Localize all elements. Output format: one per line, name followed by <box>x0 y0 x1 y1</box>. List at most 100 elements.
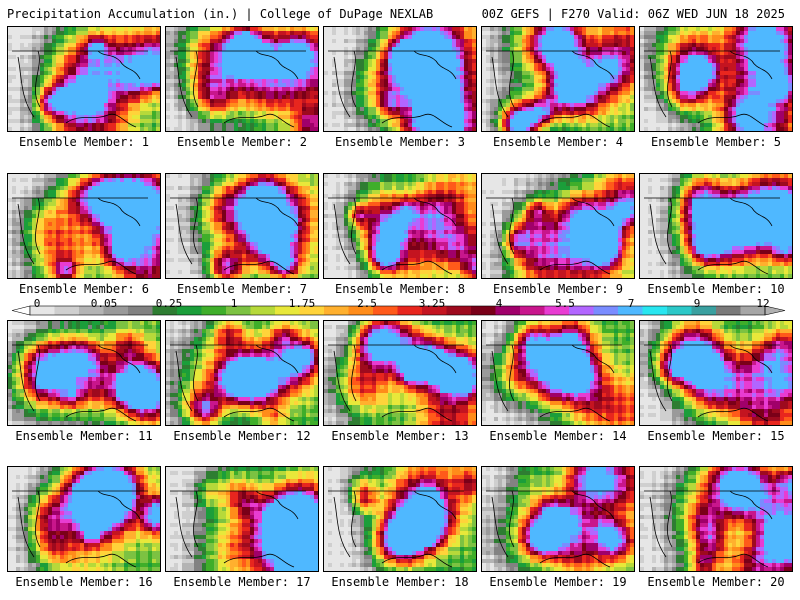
colorbar-swatch <box>422 306 447 315</box>
ensemble-member-map <box>7 466 161 572</box>
precipitation-field <box>482 27 634 131</box>
map-borders <box>644 197 780 255</box>
colorbar-swatch <box>152 306 178 315</box>
precipitation-field <box>640 27 792 131</box>
precipitation-field <box>8 321 160 425</box>
colorbar-swatch <box>569 306 594 315</box>
colorbar-swatch <box>471 306 496 315</box>
header: Precipitation Accumulation (in.) | Colle… <box>0 0 800 26</box>
ensemble-member-map <box>323 173 477 279</box>
ensemble-member-label: Ensemble Member: 19 <box>479 575 637 589</box>
ensemble-member-map <box>165 466 319 572</box>
map-coastline <box>175 203 295 275</box>
colorbar-swatch <box>226 306 251 315</box>
ensemble-member-map <box>165 173 319 279</box>
precipitation-field <box>166 27 318 131</box>
map-borders <box>12 344 148 402</box>
colorbar-swatch <box>250 306 276 315</box>
ensemble-member-map <box>7 26 161 132</box>
precipitation-field <box>8 174 160 278</box>
map-coastline <box>649 496 769 568</box>
ensemble-member-label: Ensemble Member: 10 <box>637 282 795 296</box>
ensemble-member-label: Ensemble Member: 20 <box>637 575 795 589</box>
colorbar-swatch <box>299 306 325 315</box>
colorbar-tick-label: 5.5 <box>555 297 575 310</box>
map-coastline <box>491 203 611 275</box>
map-borders <box>12 490 148 548</box>
colorbar-tick-label: 12 <box>756 297 769 310</box>
map-coastline <box>649 56 769 128</box>
ensemble-member-label: Ensemble Member: 18 <box>321 575 479 589</box>
ensemble-member-map <box>7 173 161 279</box>
map-borders <box>170 490 306 548</box>
map-coastline <box>17 203 137 275</box>
ensemble-member-label: Ensemble Member: 5 <box>637 135 795 149</box>
precipitation-colorbar <box>11 305 786 316</box>
colorbar-tick-label: 0 <box>34 297 41 310</box>
colorbar-tick-label: 0.25 <box>156 297 183 310</box>
ensemble-member-map <box>323 320 477 426</box>
colorbar-swatch <box>177 306 202 315</box>
ensemble-member-label: Ensemble Member: 17 <box>163 575 321 589</box>
precipitation-field <box>324 467 476 571</box>
ensemble-member-map <box>639 466 793 572</box>
map-borders <box>644 344 780 402</box>
map-coastline <box>491 56 611 128</box>
map-coastline <box>333 496 453 568</box>
colorbar-swatch <box>79 306 104 315</box>
colorbar-swatch <box>667 306 692 315</box>
ensemble-member-label: Ensemble Member: 1 <box>5 135 163 149</box>
ensemble-member-map <box>481 320 635 426</box>
map-borders <box>170 50 306 108</box>
ensemble-member-label: Ensemble Member: 16 <box>5 575 163 589</box>
map-borders <box>170 197 306 255</box>
map-borders <box>170 344 306 402</box>
colorbar-tick-label: 3.25 <box>419 297 446 310</box>
precipitation-field <box>640 174 792 278</box>
colorbar-swatch <box>495 306 521 315</box>
ensemble-member-map <box>639 173 793 279</box>
colorbar-swatch <box>716 306 741 315</box>
colorbar-swatch <box>544 306 570 315</box>
colorbar-swatch <box>348 306 374 315</box>
map-borders <box>644 50 780 108</box>
ensemble-member-map <box>323 26 477 132</box>
map-coastline <box>491 496 611 568</box>
map-borders <box>328 197 464 255</box>
ensemble-member-label: Ensemble Member: 11 <box>5 429 163 443</box>
map-borders <box>486 50 622 108</box>
colorbar-swatch <box>691 306 717 315</box>
precipitation-field <box>324 321 476 425</box>
ensemble-member-map <box>639 320 793 426</box>
precipitation-field <box>324 27 476 131</box>
colorbar-swatch <box>373 306 398 315</box>
ensemble-member-label: Ensemble Member: 13 <box>321 429 479 443</box>
map-coastline <box>17 496 137 568</box>
map-borders <box>328 490 464 548</box>
map-coastline <box>491 350 611 422</box>
ensemble-member-label: Ensemble Member: 15 <box>637 429 795 443</box>
map-title: Precipitation Accumulation (in.) | Colle… <box>7 7 433 21</box>
colorbar-tick-label: 9 <box>694 297 701 310</box>
map-coastline <box>175 350 295 422</box>
map-borders <box>486 197 622 255</box>
ensemble-member-label: Ensemble Member: 6 <box>5 282 163 296</box>
ensemble-member-label: Ensemble Member: 9 <box>479 282 637 296</box>
ensemble-member-label: Ensemble Member: 14 <box>479 429 637 443</box>
colorbar-tick-label: 4 <box>496 297 503 310</box>
colorbar-left-arrow <box>11 305 31 316</box>
precipitation-field <box>482 321 634 425</box>
map-borders <box>328 50 464 108</box>
ensemble-member-map <box>481 466 635 572</box>
precipitation-field <box>8 27 160 131</box>
colorbar-swatch <box>593 306 619 315</box>
colorbar-swatch <box>740 306 766 315</box>
map-coastline <box>649 350 769 422</box>
map-borders <box>12 50 148 108</box>
colorbar-tick-label: 1.75 <box>289 297 316 310</box>
map-borders <box>644 490 780 548</box>
colorbar-tick-label: 2.5 <box>357 297 377 310</box>
ensemble-member-label: Ensemble Member: 7 <box>163 282 321 296</box>
precipitation-field <box>8 467 160 571</box>
precipitation-field <box>166 174 318 278</box>
